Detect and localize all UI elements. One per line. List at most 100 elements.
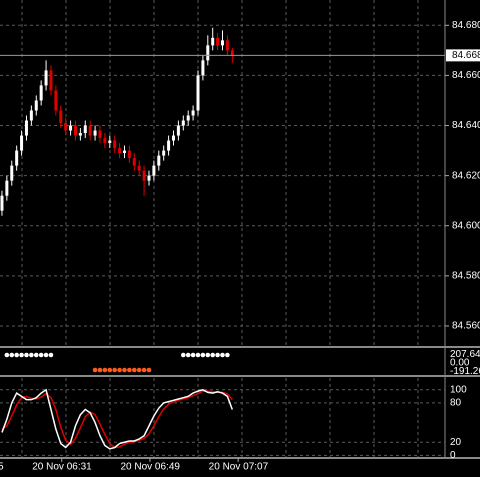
y-tick-label: 84.580 <box>452 270 480 281</box>
candle-body <box>15 150 19 166</box>
signal-dot <box>210 352 215 358</box>
signal-dot <box>33 352 39 358</box>
candle-body <box>152 165 156 176</box>
candle-body <box>39 85 43 101</box>
signal-dot <box>225 352 230 358</box>
signal-dot <box>102 367 108 373</box>
candle-body <box>64 123 68 131</box>
candle-body <box>83 125 87 134</box>
candle-body <box>211 37 215 46</box>
signal-dot <box>24 352 29 358</box>
signal-dot <box>220 352 225 358</box>
candle-body <box>69 125 73 131</box>
x-tick-label: 5 <box>0 462 4 473</box>
candle-body <box>186 115 190 121</box>
candle-body <box>103 138 107 144</box>
candle-body <box>44 70 48 86</box>
candle-body <box>191 110 195 116</box>
candle-body <box>73 125 77 136</box>
candle-body <box>24 120 28 136</box>
y-tick-label: 0.00 <box>450 358 470 369</box>
signal-dot <box>215 352 220 358</box>
signal-dot <box>180 352 186 358</box>
candle-body <box>113 140 117 149</box>
signal-dot <box>112 367 117 373</box>
candle-body <box>5 180 9 196</box>
signal-dot <box>29 352 34 358</box>
candle-body <box>171 135 175 141</box>
candle-body <box>216 37 220 46</box>
candle-body <box>230 50 234 56</box>
signal-dot <box>195 352 201 358</box>
signal-dot <box>185 352 191 358</box>
candle-body <box>137 165 141 171</box>
signal-dot <box>205 352 211 358</box>
y-tick-label: 84.560 <box>452 321 480 332</box>
candle-body <box>181 120 185 126</box>
y-tick-label: -191.26 <box>450 366 480 377</box>
x-tick-label: 20 Nov 07:07 <box>209 462 269 473</box>
candle-body <box>221 40 224 46</box>
current-price-box <box>446 49 480 62</box>
y-tick-label: 0 <box>450 450 456 461</box>
signal-dot <box>190 352 196 358</box>
candle-body <box>59 110 63 124</box>
x-tick-label: 20 Nov 06:49 <box>120 462 180 473</box>
signal-dot <box>4 352 10 358</box>
candle-body <box>54 90 58 111</box>
candle-body <box>225 40 229 51</box>
candle-body <box>122 150 126 154</box>
current-price-label: 84.668 <box>452 50 480 61</box>
candle-body <box>49 70 53 91</box>
candle-body <box>0 195 4 211</box>
candle-body <box>157 155 161 166</box>
signal-dot <box>127 367 132 373</box>
y-tick-label: 84.660 <box>452 70 480 81</box>
signal-dot <box>14 352 19 358</box>
candle-body <box>108 140 112 144</box>
y-tick-label: 80 <box>450 398 462 409</box>
x-tick-label: 20 Nov 06:31 <box>32 462 92 473</box>
signal-dot <box>92 367 98 373</box>
y-tick-label: 84.620 <box>452 170 480 181</box>
signal-dot <box>107 367 113 373</box>
signal-dot <box>19 352 24 358</box>
signal-dot <box>38 352 44 358</box>
candle-body <box>98 130 102 139</box>
y-tick-label: 84.680 <box>452 20 480 31</box>
candle-body <box>167 140 171 151</box>
candle-body <box>132 158 136 166</box>
signal-dot <box>97 367 103 373</box>
candle-body <box>147 175 151 181</box>
candle-body <box>196 75 200 111</box>
candle-body <box>93 130 97 136</box>
candle-body <box>20 135 24 151</box>
candle-body <box>78 133 82 136</box>
y-tick-label: 20 <box>450 437 462 448</box>
signal-dot <box>131 367 137 373</box>
signal-dot <box>122 367 127 373</box>
candle-body <box>34 100 38 111</box>
signal-dot <box>136 367 142 373</box>
signal-dot <box>117 367 122 373</box>
signal-dot <box>146 367 152 373</box>
signal-dot <box>48 352 54 358</box>
y-tick-label: 84.600 <box>452 220 480 231</box>
candle-body <box>127 150 131 159</box>
candle-body <box>201 60 205 76</box>
candle-body <box>88 125 92 136</box>
y-tick-label: 100 <box>450 384 467 395</box>
signal-dot <box>141 367 147 373</box>
candle-body <box>29 110 33 121</box>
signal-dot <box>43 352 49 358</box>
signal-dot <box>9 352 15 358</box>
candle-body <box>142 170 146 181</box>
signal-dot <box>200 352 206 358</box>
candle-body <box>10 165 14 181</box>
candle-body <box>176 125 180 136</box>
candle-body <box>118 148 122 154</box>
stoch-line <box>1 388 234 450</box>
candle-body <box>162 150 166 156</box>
